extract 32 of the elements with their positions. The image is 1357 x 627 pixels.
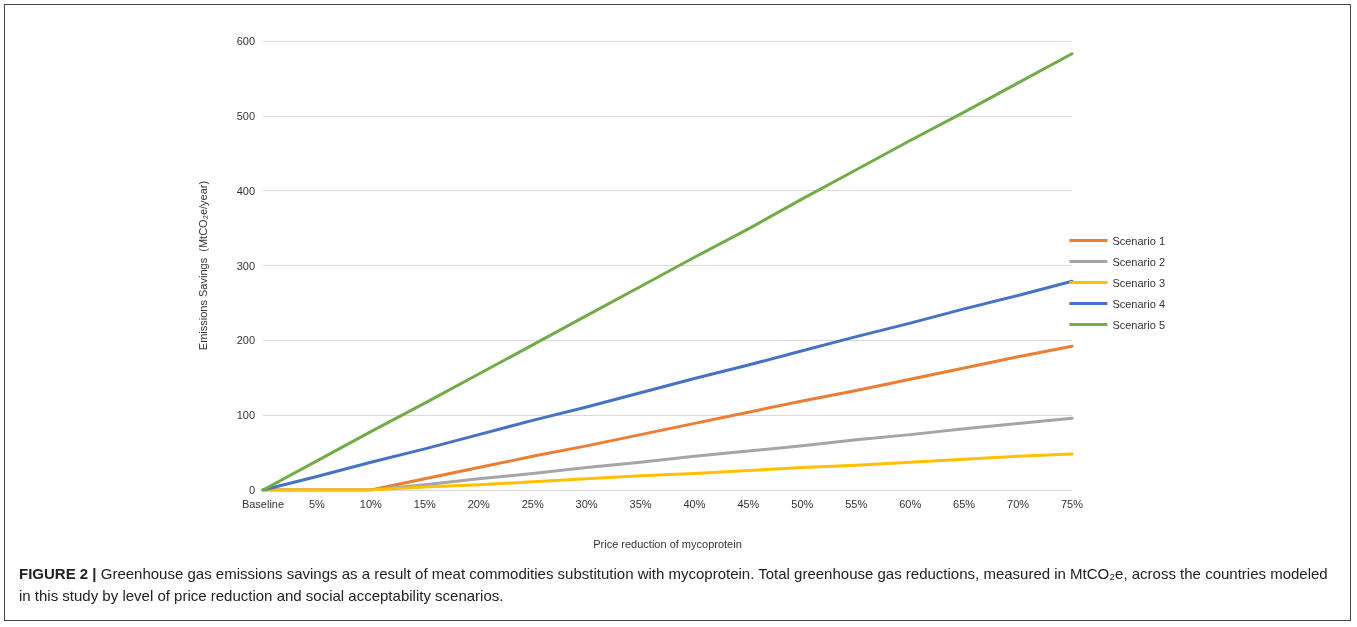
y-tick-label: 600 [236,35,255,47]
legend-label: Scenario 1 [1112,234,1166,247]
x-tick-label: Baseline [241,497,285,510]
x-tick-label: 25% [521,497,544,510]
y-axis-title: Emissions Savings (MtCO₂e/year) [196,180,209,351]
y-tick-label: 400 [236,184,255,197]
y-tick-label: 300 [236,259,255,272]
x-tick-label: 35% [629,497,652,510]
x-tick-label: 45% [737,497,760,510]
x-tick-label: 30% [575,497,598,510]
x-tick-label: 10% [359,497,383,510]
y-tick-label: 0 [248,484,255,496]
line-series [261,52,1074,492]
x-tick-label: 5% [308,497,326,510]
y-tick-label: 100 [236,409,255,422]
y-tick-label: 500 [236,109,255,122]
x-axis-title: Price reduction of mycoprotein [593,537,742,550]
x-tick-label: 15% [413,497,437,510]
legend-label: Scenario 4 [1112,297,1166,310]
x-tick-label: 40% [683,497,706,510]
legend-label: Scenario 2 [1112,255,1166,268]
x-tick-label: 70% [1007,497,1030,510]
x-tick-label: 50% [791,497,814,510]
caption: FIGURE 2 | Greenhouse gas emissions savings as a result of meat commodities substitution with mycoprotein. Total greenhouse gas reductions, measured in MtCO₂e, across the countries modeled in this study by level of price reduction and social acceptability scenarios. [19,564,1329,606]
x-tick-label: 60% [899,497,922,510]
legend-label: Scenario 5 [1112,318,1166,331]
x-tick-label: 20% [467,497,490,510]
x-tick-label: 65% [953,497,976,510]
x-tick-label: 75% [1060,497,1084,510]
legend-label: Scenario 3 [1112,276,1166,289]
x-tick-label: 55% [845,497,868,510]
y-tick-label: 200 [236,334,255,347]
